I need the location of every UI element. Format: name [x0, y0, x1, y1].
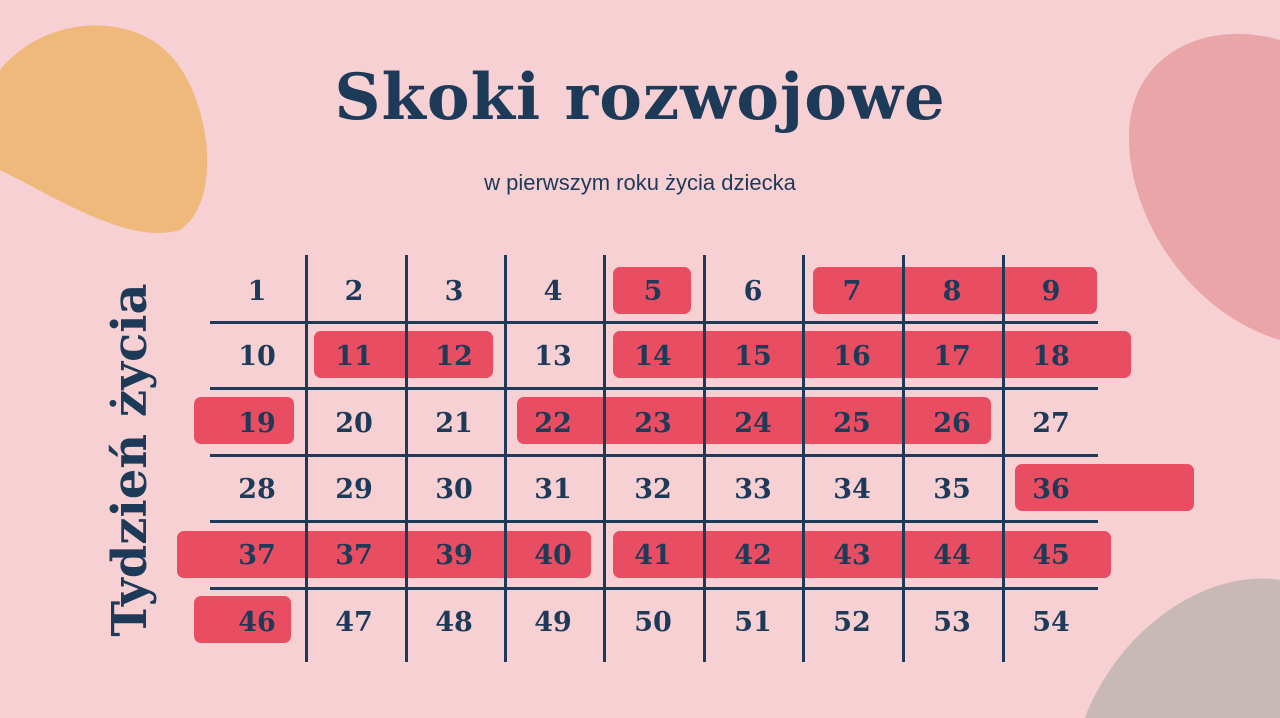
- week-cell: 3: [444, 276, 464, 307]
- highlight-bar: [194, 397, 294, 444]
- grid-line-vertical: [504, 255, 507, 662]
- week-cell: 1: [247, 276, 267, 307]
- highlight-bar: [1015, 464, 1194, 511]
- page-title: Skoki rozwojowe: [334, 60, 946, 135]
- grid-line-vertical: [703, 255, 706, 662]
- week-cell: 46: [238, 607, 276, 638]
- week-cell: 9: [1041, 276, 1061, 307]
- grid-line-vertical: [902, 255, 905, 662]
- week-cell: 5: [643, 276, 663, 307]
- week-cell: 42: [734, 540, 772, 571]
- grid-line-vertical: [305, 255, 308, 662]
- highlight-bar: [613, 267, 691, 314]
- week-cell: 35: [933, 474, 971, 505]
- week-cell: 12: [435, 341, 473, 372]
- week-cell: 17: [933, 341, 971, 372]
- week-cell: 54: [1032, 607, 1070, 638]
- highlight-bar: [194, 596, 291, 643]
- week-cell: 44: [933, 540, 971, 571]
- highlight-bar: [314, 331, 493, 378]
- week-cell: 40: [534, 540, 572, 571]
- week-cell: 16: [833, 341, 871, 372]
- week-cell: 51: [734, 607, 772, 638]
- week-cell: 14: [634, 341, 672, 372]
- week-cell: 13: [534, 341, 572, 372]
- gray-blob: [1085, 578, 1280, 718]
- week-cell: 7: [842, 276, 862, 307]
- pink-blob: [1128, 33, 1280, 340]
- side-label: Tydzień życia: [102, 283, 158, 637]
- week-cell: 53: [933, 607, 971, 638]
- week-cell: 21: [435, 408, 473, 439]
- grid-line-horizontal: [210, 454, 1098, 457]
- week-cell: 34: [833, 474, 871, 505]
- grid-line-horizontal: [210, 520, 1098, 523]
- week-cell: 52: [833, 607, 871, 638]
- week-cell: 6: [743, 276, 763, 307]
- week-cell: 50: [634, 607, 672, 638]
- week-cell: 33: [734, 474, 772, 505]
- week-cell: 15: [734, 341, 772, 372]
- highlight-bar: [613, 531, 1111, 578]
- highlight-bar: [613, 331, 1131, 378]
- week-cell: 8: [942, 276, 962, 307]
- week-cell: 43: [833, 540, 871, 571]
- week-cell: 45: [1032, 540, 1070, 571]
- highlight-bar: [813, 267, 1097, 314]
- week-cell: 23: [634, 408, 672, 439]
- week-cell: 20: [335, 408, 373, 439]
- week-cell: 48: [435, 607, 473, 638]
- week-cell: 25: [833, 408, 871, 439]
- week-cell: 41: [634, 540, 672, 571]
- week-cell: 29: [335, 474, 373, 505]
- orange-blob: [0, 25, 208, 233]
- grid-line-horizontal: [210, 587, 1098, 590]
- week-cell: 28: [238, 474, 276, 505]
- week-cell: 39: [435, 540, 473, 571]
- subtitle: w pierwszym roku życia dziecka: [484, 170, 796, 195]
- grid-line-vertical: [802, 255, 805, 662]
- highlight-bar: [177, 531, 591, 578]
- highlight-bar: [517, 397, 991, 444]
- week-cell: 27: [1032, 408, 1070, 439]
- week-cell: 26: [933, 408, 971, 439]
- week-cell: 37: [238, 540, 276, 571]
- week-cell: 10: [238, 341, 276, 372]
- week-cell: 4: [543, 276, 563, 307]
- week-cell: 18: [1032, 341, 1070, 372]
- week-cell: 24: [734, 408, 772, 439]
- week-cell: 36: [1032, 474, 1070, 505]
- week-cell: 47: [335, 607, 373, 638]
- week-cell: 30: [435, 474, 473, 505]
- week-cell: 32: [634, 474, 672, 505]
- week-cell: 19: [238, 408, 276, 439]
- grid-line-horizontal: [210, 387, 1098, 390]
- grid-line-vertical: [603, 255, 606, 662]
- grid-line-vertical: [405, 255, 408, 662]
- grid-line-horizontal: [210, 321, 1098, 324]
- week-cell: 2: [344, 276, 364, 307]
- week-cell: 11: [335, 341, 373, 372]
- week-cell: 49: [534, 607, 572, 638]
- week-cell: 31: [534, 474, 572, 505]
- grid-line-vertical: [1002, 255, 1005, 662]
- week-cell: 37: [335, 540, 373, 571]
- week-cell: 22: [534, 408, 572, 439]
